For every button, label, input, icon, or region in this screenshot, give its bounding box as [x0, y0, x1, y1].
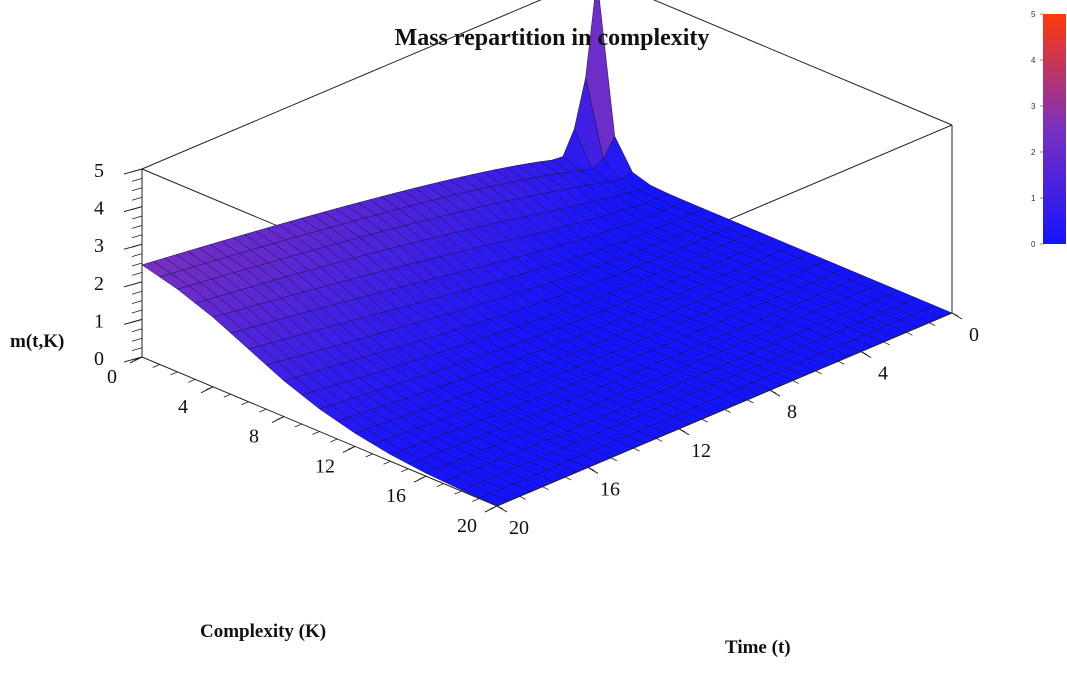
y-minor-tick — [454, 490, 462, 495]
x-minor-tick — [633, 447, 640, 452]
y-minor-tick — [223, 393, 231, 398]
y-tick-label: 0 — [107, 366, 117, 388]
x-minor-tick — [724, 409, 731, 413]
z-minor-tick — [131, 356, 143, 361]
x-minor-tick — [951, 312, 959, 317]
x-minor-tick — [769, 389, 777, 394]
z-minor-tick — [131, 328, 143, 333]
z-minor-tick — [131, 347, 143, 351]
x-tick-label: 8 — [787, 401, 797, 423]
y-tick-label: 8 — [249, 426, 259, 448]
z-minor-tick — [131, 178, 143, 182]
y-minor-tick — [489, 505, 498, 510]
z-minor-tick — [131, 234, 143, 239]
x-tick-label: 12 — [691, 440, 711, 462]
y-minor-tick — [347, 446, 356, 450]
x-minor-tick — [838, 360, 845, 365]
y-axis-label: Complexity (K) — [200, 621, 326, 642]
x-minor-tick — [519, 495, 526, 500]
z-axis-label: m(t,K) — [10, 331, 64, 352]
y-minor-tick — [401, 468, 409, 473]
y-minor-tick — [330, 438, 338, 443]
box-edge — [141, 0, 542, 170]
x-minor-tick — [906, 331, 913, 336]
y-minor-tick — [170, 371, 178, 376]
y-tick-label: 4 — [178, 396, 188, 418]
z-tick-label: 4 — [94, 198, 104, 220]
z-minor-tick — [131, 225, 143, 229]
z-minor-tick — [131, 196, 143, 201]
x-tick-label: 4 — [878, 363, 888, 385]
x-minor-tick — [929, 322, 936, 327]
x-axis-label: Time (t) — [725, 637, 791, 658]
x-minor-tick — [747, 399, 754, 404]
z-minor-tick — [131, 272, 143, 276]
y-minor-tick — [205, 386, 214, 391]
y-minor-tick — [472, 498, 480, 502]
z-minor-tick — [131, 290, 143, 295]
z-minor-tick — [131, 262, 143, 267]
colorbar-tick-label: 2 — [1031, 148, 1036, 157]
z-minor-tick — [131, 281, 143, 286]
z-minor-tick — [131, 206, 143, 210]
y-minor-tick — [383, 460, 391, 465]
x-minor-tick — [860, 351, 868, 355]
z-tick-label: 5 — [94, 160, 104, 182]
surface-mesh — [141, 0, 953, 507]
x-minor-tick — [815, 370, 822, 375]
colorbar-tick-label: 5 — [1031, 10, 1036, 19]
z-tick-label: 1 — [94, 310, 104, 332]
y-minor-tick — [418, 475, 427, 480]
x-tick-label: 16 — [600, 478, 620, 500]
colorbar: 0 1 2 3 4 5 — [1031, 10, 1066, 249]
z-minor-tick — [131, 300, 143, 304]
colorbar-tick-label: 1 — [1031, 194, 1036, 203]
x-tick-label: 20 — [509, 517, 529, 539]
x-minor-tick — [542, 486, 549, 491]
z-minor-tick — [131, 319, 143, 323]
chart-title: Mass repartition in complexity — [395, 25, 710, 51]
z-minor-tick — [131, 168, 143, 173]
x-minor-tick — [565, 476, 572, 481]
y-tick-label: 12 — [315, 455, 335, 477]
x-minor-tick — [610, 457, 617, 462]
y-tick-label: 20 — [457, 515, 477, 537]
colorbar-tick-label: 0 — [1031, 240, 1036, 249]
z-minor-tick — [131, 309, 143, 314]
x-minor-tick — [883, 341, 890, 346]
z-minor-tick — [131, 215, 143, 220]
y-minor-tick — [294, 423, 302, 428]
z-tick-label: 2 — [94, 273, 104, 295]
y-minor-tick — [276, 416, 285, 420]
y-minor-tick — [241, 401, 249, 406]
x-minor-tick — [678, 428, 686, 433]
z-minor-tick — [131, 243, 143, 248]
z-tick-label: 0 — [94, 348, 104, 370]
colorbar-tick-label: 3 — [1031, 102, 1036, 111]
colorbar-gradient — [1043, 14, 1066, 244]
x-minor-tick — [701, 418, 708, 423]
y-minor-tick — [436, 483, 444, 488]
y-minor-tick — [365, 453, 373, 458]
x-minor-tick — [496, 505, 504, 510]
x-minor-tick — [656, 438, 663, 442]
y-minor-tick — [259, 408, 267, 413]
z-minor-tick — [131, 253, 143, 257]
z-minor-tick — [131, 337, 143, 342]
colorbar-tick-label: 4 — [1031, 56, 1036, 65]
y-minor-tick — [312, 431, 320, 435]
x-tick-label: 0 — [969, 324, 979, 346]
z-minor-tick — [131, 187, 143, 192]
y-tick-label: 16 — [386, 485, 406, 507]
box-edge — [652, 0, 953, 126]
z-tick-label: 3 — [94, 235, 104, 257]
x-minor-tick — [587, 467, 595, 471]
y-minor-tick — [152, 364, 160, 368]
y-minor-tick — [188, 378, 196, 383]
x-minor-tick — [792, 380, 799, 384]
